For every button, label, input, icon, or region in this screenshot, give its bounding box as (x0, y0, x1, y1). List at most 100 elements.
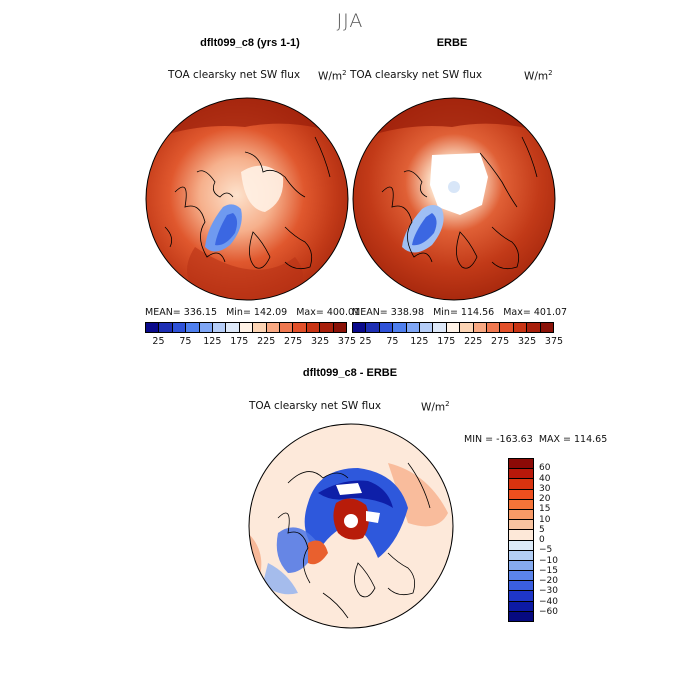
colorbar-tick-label: 40 (539, 473, 551, 484)
colorbar-tick-label: −20 (539, 576, 558, 586)
panel-2-variable: TOA clearsky net SW flux (350, 69, 483, 81)
colorbar-tick-label: 5 (539, 524, 545, 535)
colorbar-swatch (253, 323, 267, 332)
panel-1-map (145, 97, 349, 301)
panel-2-map (352, 97, 556, 301)
colorbar-swatch (293, 323, 307, 332)
colorbar-swatch (280, 323, 294, 332)
colorbar-swatch (406, 323, 421, 332)
colorbar-swatch (460, 323, 474, 332)
colorbar-tick-label: 75 (179, 336, 192, 347)
colorbar-tick-label: 60 (539, 463, 551, 474)
panel-2-units: W/m2 (524, 69, 553, 83)
colorbar-swatch (540, 323, 554, 332)
panel-2-coastlines (381, 136, 538, 270)
colorbar-tick-label: 20 (539, 494, 551, 504)
colorbar-swatch (379, 323, 394, 332)
panel-1-stats: MEAN= 336.15 Min= 142.09 Max= 400.01 (145, 307, 361, 318)
panel-1-units: W/m2 (318, 69, 347, 83)
colorbar-tick-label: 10 (539, 514, 551, 525)
colorbar-tick-label: 30 (539, 483, 551, 494)
colorbar-tick-label: 225 (257, 336, 276, 347)
colorbar-swatch (509, 459, 533, 470)
panel-3-colorbar-ticks: 60 40 30 20 15 10 5 0 −5 −10 −15 −20 −30 −40 −60 (539, 458, 569, 622)
colorbar-swatch (513, 323, 528, 332)
colorbar-swatch (509, 591, 533, 602)
colorbar-swatch (509, 489, 533, 500)
colorbar-tick-label: 175 (230, 336, 249, 347)
colorbar-swatch (266, 323, 281, 332)
colorbar-swatch (146, 323, 160, 332)
colorbar-tick-label: 15 (539, 504, 551, 515)
colorbar-tick-label: 25 (152, 336, 165, 347)
colorbar-swatch (509, 530, 533, 541)
colorbar-swatch (433, 323, 447, 332)
colorbar-swatch (509, 581, 533, 592)
colorbar-tick-label: −15 (539, 565, 558, 576)
colorbar-tick-label: −60 (539, 606, 558, 617)
panel-3-variable: TOA clearsky net SW flux (249, 400, 382, 412)
colorbar-tick-label: 225 (464, 336, 483, 347)
colorbar-tick-label: 125 (203, 336, 222, 347)
colorbar-swatch (500, 323, 514, 332)
colorbar-tick-label: 275 (284, 336, 303, 347)
panel-2-colorbar-ticks: 25 75 125 175 225 275 325 375 (352, 336, 563, 348)
colorbar-tick-label: 375 (337, 336, 357, 347)
colorbar-swatch (509, 479, 533, 490)
colorbar-tick-label: −40 (539, 596, 558, 607)
colorbar-swatch (509, 540, 533, 551)
panel-2-colorbar (352, 322, 554, 333)
colorbar-swatch (509, 550, 533, 561)
colorbar-swatch (509, 571, 533, 582)
colorbar-swatch (509, 469, 533, 480)
colorbar-swatch (446, 323, 461, 332)
colorbar-tick-label: 125 (410, 336, 429, 347)
panel-3-colorbar (508, 458, 534, 622)
colorbar-swatch (186, 323, 200, 332)
colorbar-swatch (487, 323, 501, 332)
colorbar-swatch (239, 323, 254, 332)
colorbar-swatch (159, 323, 173, 332)
colorbar-tick-label: 75 (386, 336, 399, 347)
colorbar-swatch (509, 509, 533, 521)
colorbar-tick-label: 25 (359, 336, 372, 347)
colorbar-tick-label: −30 (539, 586, 558, 597)
colorbar-swatch (226, 323, 240, 332)
panel-3-units: W/m2 (421, 400, 450, 414)
colorbar-swatch (306, 323, 321, 332)
colorbar-swatch (199, 323, 214, 332)
colorbar-swatch (509, 499, 533, 510)
colorbar-swatch (509, 560, 533, 572)
colorbar-swatch (320, 323, 334, 332)
panel-1-colorbar-ticks: 25 75 125 175 225 275 325 375 (145, 336, 356, 348)
colorbar-swatch (420, 323, 434, 332)
panel-3-stats: MIN = -163.63 MAX = 114.65 (464, 434, 608, 445)
colorbar-swatch (509, 520, 533, 531)
colorbar-tick-label: 275 (491, 336, 510, 347)
colorbar-tick-label: 375 (544, 336, 564, 347)
colorbar-tick-label: −10 (539, 555, 558, 566)
colorbar-swatch (473, 323, 488, 332)
panel-3-coastlines (277, 462, 431, 619)
figure-title: JJA (336, 10, 364, 32)
colorbar-tick-label: 175 (437, 336, 456, 347)
colorbar-swatch (172, 323, 187, 332)
panel-1-variable: TOA clearsky net SW flux (168, 69, 301, 81)
panel-3-map (248, 423, 454, 629)
panel-3-title: dflt099_c8 - ERBE (302, 367, 398, 379)
colorbar-tick-label: 325 (517, 336, 537, 347)
colorbar-tick-label: −5 (539, 545, 553, 556)
colorbar-swatch (333, 323, 347, 332)
colorbar-swatch (509, 601, 533, 612)
panel-1-colorbar (145, 322, 347, 333)
panel-1-coastlines (164, 136, 331, 270)
panel-1-field (146, 98, 348, 300)
colorbar-swatch (393, 323, 407, 332)
panel-2-title: ERBE (436, 37, 468, 49)
panel-2-stats: MEAN= 338.98 Min= 114.56 Max= 401.07 (352, 307, 568, 318)
colorbar-tick-label: 325 (310, 336, 330, 347)
colorbar-swatch (509, 611, 533, 621)
colorbar-swatch (527, 323, 541, 332)
colorbar-swatch (353, 323, 367, 332)
panel-1-title: dflt099_c8 (yrs 1-1) (200, 37, 300, 49)
